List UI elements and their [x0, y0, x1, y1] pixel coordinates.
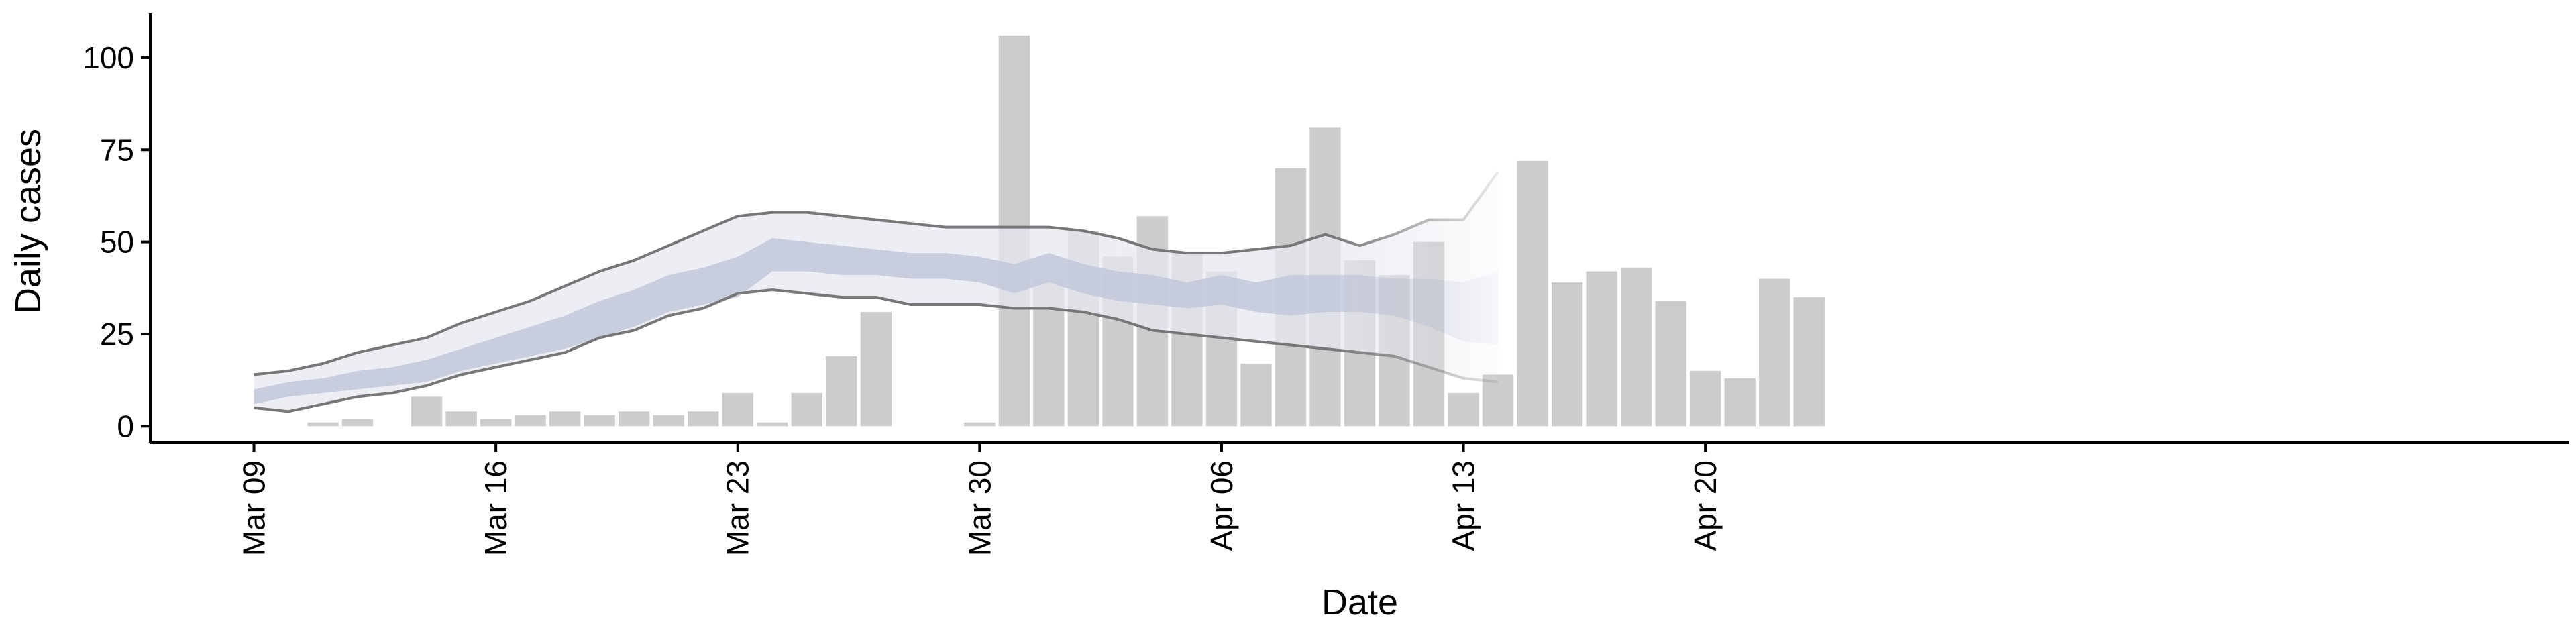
case-bar [515, 415, 546, 427]
upper-bound-line [254, 171, 1499, 376]
x-tick-label: Apr 13 [1446, 460, 1481, 551]
y-tick-label: 25 [100, 317, 134, 352]
case-bar [480, 419, 512, 427]
y-axis-title: Daily cases [8, 129, 48, 314]
lower-bound-line [254, 288, 1499, 413]
case-bar [826, 356, 857, 427]
case-bar [860, 311, 892, 427]
x-tick-label: Mar 09 [237, 460, 272, 556]
x-axis-title: Date [1322, 582, 1398, 623]
nowcast-band [254, 171, 1499, 413]
case-bar [411, 396, 443, 427]
case-bar [1620, 268, 1652, 427]
case-bar [653, 415, 684, 427]
case-bar [584, 415, 615, 427]
case-bar [1482, 374, 1514, 427]
case-bar [341, 419, 374, 427]
case-bar [549, 411, 581, 427]
case-bar [1793, 297, 1825, 427]
inner-interval-band [254, 238, 1499, 405]
case-bar [722, 392, 753, 427]
case-bar [1448, 392, 1479, 427]
case-bar [1240, 363, 1272, 427]
case-bar [1517, 160, 1548, 427]
x-tick-label: Mar 16 [478, 460, 513, 556]
case-bar [688, 411, 719, 427]
case-bar [757, 422, 788, 427]
case-bar [1689, 370, 1721, 427]
axes: 0 25 50 75 100 Mar 09 Mar 16 Mar 23 Mar 30 Apr 06… [83, 13, 2569, 556]
y-tick-label: 75 [100, 132, 134, 167]
x-tick-label: Mar 23 [720, 460, 755, 556]
x-tick-label: Mar 30 [962, 460, 997, 556]
case-bar [619, 411, 650, 427]
case-bar [791, 392, 822, 427]
case-bar [964, 422, 996, 427]
case-bar [307, 422, 339, 427]
case-bar [1586, 271, 1617, 427]
y-tick-label: 0 [117, 409, 134, 443]
case-bar [1551, 282, 1583, 427]
y-tick-label: 50 [100, 225, 134, 260]
y-tick-label: 100 [83, 40, 134, 75]
x-tick-label: Apr 06 [1204, 460, 1239, 551]
case-bar [1724, 378, 1756, 427]
case-bar [1655, 301, 1686, 427]
x-tick-label: Apr 20 [1688, 460, 1723, 551]
case-bar [1758, 278, 1790, 427]
case-bar [445, 411, 477, 427]
